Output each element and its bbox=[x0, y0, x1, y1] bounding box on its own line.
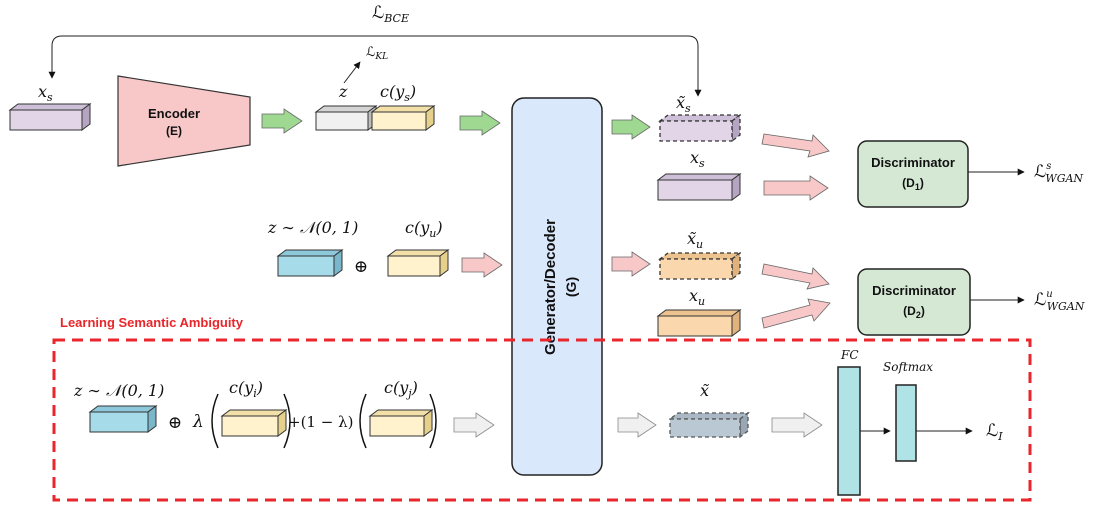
c-yj-block bbox=[368, 409, 434, 437]
arrow-xs-tilde-to-d1 bbox=[761, 133, 830, 158]
z-latent-block bbox=[314, 105, 378, 131]
generator-label: Generator/Decoder bbox=[542, 219, 559, 355]
c-yu-label: c(yu) bbox=[405, 218, 443, 240]
z-label: z bbox=[338, 82, 348, 101]
softmax-label: Softmax bbox=[883, 360, 933, 374]
encoder-label: Encoder bbox=[148, 106, 200, 121]
xs-real-label: xs bbox=[690, 148, 705, 170]
loss-i-label: ℒI bbox=[986, 421, 1003, 443]
arrow-xs-real-to-d1 bbox=[763, 175, 829, 201]
z-prior-unseen-label: z ∼ 𝒩(0, 1) bbox=[267, 218, 358, 237]
z-prior-bottom-label: z ∼ 𝒩(0, 1) bbox=[73, 381, 164, 400]
softmax-layer-block bbox=[895, 384, 917, 462]
arrow-mix-to-generator bbox=[453, 412, 495, 438]
xs-real-block bbox=[656, 173, 742, 201]
section-label: Learning Semantic Ambiguity bbox=[60, 315, 244, 330]
discriminator-2-symbol: (D2) bbox=[903, 304, 925, 320]
paren-right-cj bbox=[429, 393, 437, 449]
paren-right-ci bbox=[283, 393, 291, 449]
z-bottom-block bbox=[88, 405, 158, 433]
discriminator-2-block bbox=[857, 268, 971, 336]
loss-bce-label: ℒBCE bbox=[372, 3, 409, 25]
bce-feedback-arrow bbox=[48, 35, 702, 97]
xu-real-block bbox=[656, 309, 742, 337]
arrow-generator-to-x-tilde bbox=[617, 412, 657, 438]
oplus-unseen: ⊕ bbox=[354, 257, 368, 277]
fc-label: FC bbox=[840, 348, 859, 362]
arrow-unseen-to-generator bbox=[461, 252, 503, 278]
loss-wgan-s-label: ℒs WGAN bbox=[1034, 161, 1083, 185]
xs-tilde-block bbox=[658, 113, 742, 143]
lambda-symbol: λ bbox=[192, 412, 204, 432]
z-unseen-block bbox=[276, 249, 344, 277]
discriminator-2-label: Discriminator bbox=[872, 283, 956, 298]
fc-layer-block bbox=[837, 366, 861, 496]
x-tilde-block bbox=[668, 411, 750, 439]
one-minus-lambda-term: +(1 − λ) bbox=[288, 413, 353, 431]
semantic-ambiguity-region bbox=[52, 338, 1032, 502]
xu-tilde-block bbox=[658, 251, 742, 281]
c-ys-label: c(ys) bbox=[380, 82, 416, 104]
x-tilde-label: x̃ bbox=[700, 381, 709, 400]
oplus-bottom: ⊕ bbox=[168, 413, 182, 433]
paren-left-cj bbox=[359, 393, 367, 449]
paren-left-ci bbox=[211, 393, 219, 449]
xu-real-label: xu bbox=[689, 286, 705, 308]
encoder-block bbox=[117, 75, 251, 167]
arrow-encoder-to-latent bbox=[261, 108, 303, 134]
generator-block bbox=[511, 97, 603, 476]
arrow-xu-tilde-to-d2 bbox=[761, 263, 830, 290]
c-yj-label: c(yj) bbox=[384, 378, 418, 400]
loss-kl-label: ℒKL bbox=[366, 45, 388, 62]
arrow-x-tilde-to-fc bbox=[771, 412, 823, 438]
c-ys-block bbox=[370, 105, 436, 131]
c-yi-block bbox=[220, 409, 288, 437]
arrow-generator-to-xs-tilde bbox=[611, 114, 651, 140]
xs-input-label: xs bbox=[38, 82, 53, 104]
discriminator-1-symbol: (D1) bbox=[902, 176, 924, 192]
generator-symbol: (G) bbox=[563, 277, 579, 297]
arrow-xu-real-to-d2 bbox=[761, 298, 831, 329]
c-yi-label: c(yi) bbox=[229, 378, 263, 400]
kl-arrow bbox=[343, 61, 361, 84]
loss-wgan-u-label: ℒu WGAN bbox=[1034, 289, 1085, 313]
xu-tilde-label: x̃u bbox=[687, 229, 703, 251]
discriminator-1-label: Discriminator bbox=[871, 155, 955, 170]
discriminator-1-block bbox=[857, 140, 969, 208]
arrow-generator-to-xu-tilde bbox=[611, 251, 651, 277]
arrow-latent-to-generator bbox=[459, 110, 501, 136]
xs-tilde-label: x̃s bbox=[676, 93, 691, 115]
encoder-symbol: (E) bbox=[166, 124, 182, 138]
xs-input-block bbox=[8, 103, 92, 131]
c-yu-block bbox=[386, 249, 450, 277]
